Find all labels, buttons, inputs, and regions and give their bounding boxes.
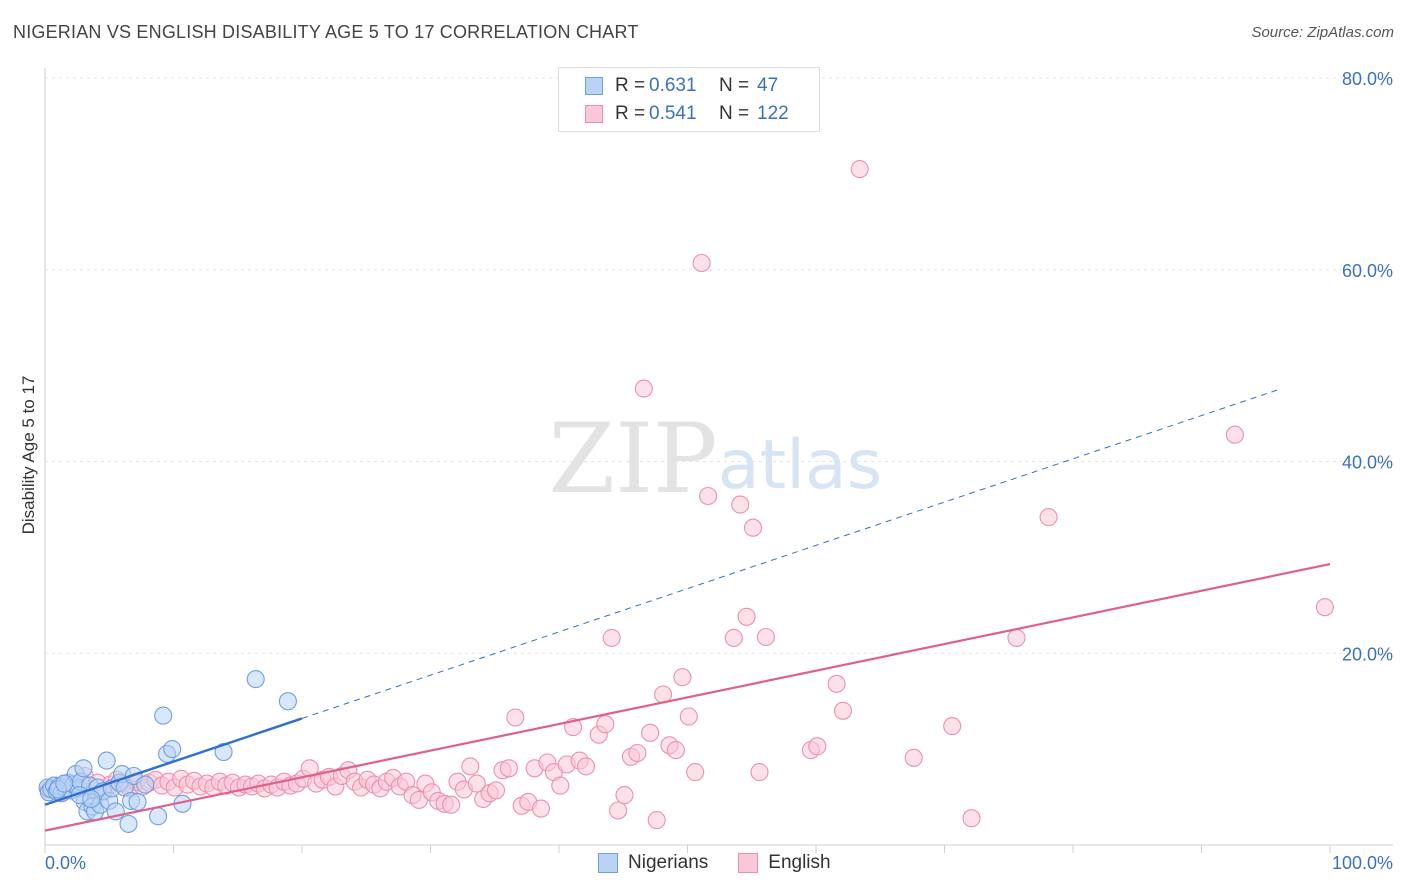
- english-swatch: [585, 105, 603, 123]
- english-point-99: [686, 763, 705, 782]
- english-legend-label: English: [768, 852, 831, 873]
- english-point-111: [833, 701, 853, 720]
- x-tick-label-max: 100.0%: [1332, 853, 1393, 873]
- english-point-66: [467, 774, 486, 793]
- english-point-92: [641, 723, 660, 742]
- r-label: R =: [615, 75, 646, 96]
- english-point-107: [756, 627, 775, 647]
- english-point-96: [666, 741, 685, 760]
- nigerians-point-36: [154, 706, 173, 725]
- english-point-116: [1007, 628, 1026, 647]
- y-tick-label-20: 20.0%: [1342, 644, 1393, 664]
- nigerians-r-value: 0.631: [649, 75, 697, 96]
- english-point-91: [634, 379, 653, 398]
- nigerians-point-40: [214, 742, 233, 762]
- nigerians-point-33: [128, 792, 147, 811]
- english-point-119: [1315, 598, 1334, 617]
- english-point-65: [461, 757, 480, 776]
- y-tick-label-40: 40.0%: [1342, 453, 1393, 473]
- points-layer: [38, 160, 1334, 833]
- nigerians-point-30: [119, 814, 138, 833]
- nigerians-point-44: [55, 774, 74, 793]
- nigerians-trend-line: [44, 717, 303, 806]
- english-r-value: 0.541: [649, 103, 697, 124]
- nigerians-n-value: 47: [757, 75, 779, 96]
- english-point-86: [602, 628, 621, 647]
- english-point-110: [827, 674, 846, 693]
- labels-layer: 20.0% 40.0% 60.0% 80.0% 0.0% 100.0% Disability…: [19, 69, 1393, 873]
- x-tick-label-min: 0.0%: [45, 853, 86, 873]
- english-point-72: [506, 708, 525, 727]
- correlation-legend: R = 0.631 N = 47 R = 0.541 N = 122: [558, 67, 820, 132]
- axes-layer: [44, 68, 1393, 853]
- nigerians-point-41: [246, 670, 265, 689]
- english-point-103: [731, 495, 750, 514]
- english-point-87: [609, 801, 628, 820]
- series-legend: Nigerians English: [598, 852, 861, 874]
- english-point-79: [551, 776, 570, 795]
- watermark: ZIP atlas: [548, 403, 882, 515]
- y-tick-label-60: 60.0%: [1342, 261, 1393, 281]
- y-axis-label: Disability Age 5 to 17: [19, 376, 38, 535]
- english-point-101: [699, 486, 718, 506]
- english-point-69: [486, 781, 506, 800]
- nigerians-swatch: [585, 77, 603, 95]
- english-point-113: [904, 748, 923, 767]
- english-point-118: [1225, 425, 1244, 444]
- nigerians-point-46: [82, 789, 101, 809]
- english-n-value: 122: [757, 103, 789, 124]
- nigerians-point-35: [149, 807, 168, 826]
- r-label: R =: [615, 103, 646, 124]
- legend-row-nigerians: R = 0.631 N = 47: [585, 74, 778, 98]
- legend-row-english: R = 0.541 N = 122: [585, 102, 789, 126]
- english-point-83: [576, 757, 596, 776]
- nigerians-point-14: [74, 759, 93, 778]
- nigerians-point-38: [163, 740, 182, 759]
- english-point-90: [628, 743, 647, 763]
- english-point-109: [808, 737, 827, 756]
- english-point-98: [679, 707, 698, 726]
- english-point-85: [596, 715, 615, 734]
- english-point-102: [724, 628, 743, 647]
- english-legend-swatch: [738, 853, 759, 873]
- english-point-88: [615, 786, 634, 805]
- english-point-76: [531, 799, 551, 818]
- english-point-97: [673, 668, 692, 687]
- english-point-71: [499, 759, 518, 778]
- trend-layer: [44, 389, 1331, 832]
- english-point-117: [1039, 508, 1058, 527]
- english-point-115: [962, 809, 981, 828]
- legend-item-nigerians[interactable]: Nigerians: [598, 852, 708, 874]
- english-point-106: [750, 763, 769, 782]
- english-point-104: [737, 607, 756, 626]
- watermark-atlas: atlas: [718, 426, 882, 505]
- legend-item-english[interactable]: English: [738, 852, 831, 874]
- nigerians-point-23: [97, 751, 116, 770]
- nigerians-trend-extension: [301, 389, 1279, 719]
- watermark-zip: ZIP: [548, 403, 717, 515]
- nigerians-point-34: [136, 775, 155, 794]
- chart-title: NIGERIAN VS ENGLISH DISABILITY AGE 5 TO …: [13, 22, 639, 42]
- nigerians-legend-label: Nigerians: [628, 852, 709, 873]
- english-trend-line: [44, 563, 1331, 832]
- english-point-112: [850, 160, 869, 179]
- nigerians-legend-swatch: [598, 853, 618, 873]
- grid-layer: [45, 77, 1393, 654]
- english-point-93: [647, 811, 666, 830]
- nigerians-point-42: [278, 692, 297, 711]
- english-point-114: [943, 717, 962, 736]
- source-label[interactable]: Source: ZipAtlas.com: [1251, 24, 1394, 41]
- english-point-105: [743, 518, 763, 537]
- n-label: N =: [719, 75, 750, 96]
- y-tick-label-80: 80.0%: [1342, 69, 1393, 89]
- n-label: N =: [719, 103, 750, 124]
- english-point-62: [442, 795, 461, 814]
- english-point-100: [692, 253, 711, 273]
